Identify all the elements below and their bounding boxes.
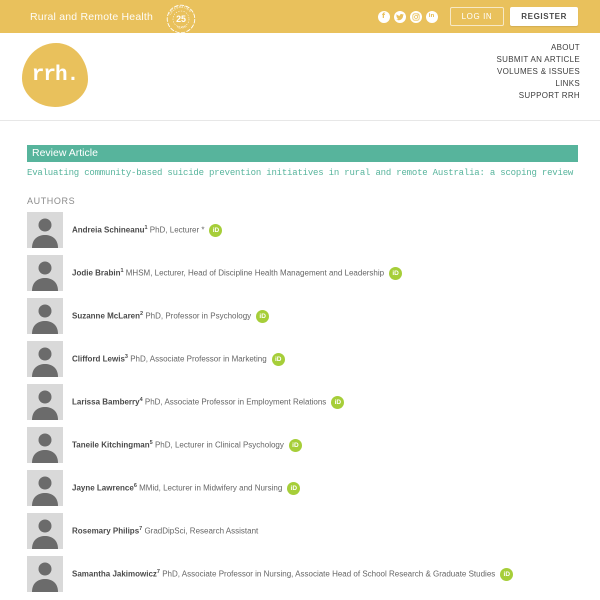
author-credentials: PhD, Lecturer * [149,225,205,235]
author-credentials: PhD, Associate Professor in Employment R… [144,397,327,407]
author-credentials: MMid, Lecturer in Midwifery and Nursing [139,483,283,493]
author-row: Andreia Schineanu1 PhD, Lecturer * iD [27,212,578,248]
author-credentials: PhD, Lecturer in Clinical Psychology [154,440,284,450]
avatar [27,341,63,377]
orcid-icon[interactable]: iD [389,266,403,280]
author-row: Taneile Kitchingman5 PhD, Lecturer in Cl… [27,427,578,463]
author-name: Samantha Jakimowicz [72,569,157,579]
author-name: Jayne Lawrence [72,483,134,493]
author-row: Larissa Bamberry4 PhD, Associate Profess… [27,384,578,420]
author-credentials: MHSM, Lecturer, Head of Discipline Healt… [125,268,385,278]
nav-item-links[interactable]: LINKS [555,79,580,88]
orcid-icon[interactable]: iD [209,223,223,237]
author-name: Larissa Bamberry [72,397,140,407]
avatar [27,556,63,592]
author-affiliation-sup: 4 [139,397,143,404]
nav-item-about[interactable]: ABOUT [550,43,580,52]
author-affiliation-sup: 5 [149,440,153,447]
author-name: Suzanne McLaren [72,311,141,321]
author-name: Andreia Schineanu [72,225,145,235]
rrh-logo[interactable]: rrh. [22,43,88,107]
25-years-badge-icon: CELEBRATING 25 YEARS [165,3,197,35]
author-row: Suzanne McLaren2 PhD, Professor in Psych… [27,298,578,334]
orcid-icon[interactable]: iD [256,309,270,323]
avatar [27,427,63,463]
avatar [27,470,63,506]
authors-heading: AUTHORS [27,196,76,206]
instagram-icon[interactable] [409,10,422,23]
avatar [27,255,63,291]
svg-text:YEARS: YEARS [176,23,188,29]
author-affiliation-sup: 3 [124,354,128,361]
author-name: Clifford Lewis [72,354,125,364]
author-row: Rosemary Philips7 GradDipSci, Research A… [27,513,578,549]
author-row: Clifford Lewis3 PhD, Associate Professor… [27,341,578,377]
twitter-icon[interactable] [393,10,406,23]
avatar [27,298,63,334]
orcid-icon[interactable]: iD [271,352,285,366]
avatar [27,384,63,420]
author-affiliation-sup: 1 [120,268,124,275]
nav-item-volumes-issues[interactable]: VOLUMES & ISSUES [496,67,580,76]
facebook-icon[interactable]: f [377,10,390,23]
author-affiliation-sup: 1 [144,225,148,232]
social-links: f in [377,10,438,23]
author-affiliation-sup: 2 [140,311,144,318]
author-credentials: PhD, Associate Professor in Nursing, Ass… [162,569,496,579]
avatar [27,212,63,248]
author-credentials: GradDipSci, Research Assistant [144,526,259,536]
author-row: Samantha Jakimowicz7 PhD, Associate Prof… [27,556,578,592]
author-credentials: PhD, Associate Professor in Marketing [130,354,267,364]
site-title: Rural and Remote Health [30,10,154,23]
author-credentials: PhD, Professor in Psychology [145,311,252,321]
login-button[interactable]: LOG IN [449,7,505,26]
orcid-icon[interactable]: iD [500,567,514,581]
orcid-icon[interactable]: iD [287,481,301,495]
svg-text:25: 25 [176,14,186,24]
author-row: Jayne Lawrence6 MMid, Lecturer in Midwif… [27,470,578,506]
author-name: Jodie Brabin [72,268,121,278]
top-bar: Rural and Remote Health CELEBRATING 25 Y… [0,0,600,33]
author-row: Jodie Brabin1 MHSM, Lecturer, Head of Di… [27,255,578,291]
author-name: Taneile Kitchingman [72,440,150,450]
rrh-logo-text: rrh. [31,63,79,87]
topbar-actions: f in LOG IN REGISTER [377,7,578,26]
author-affiliation-sup: 7 [156,569,160,576]
main-nav: ABOUT SUBMIT AN ARTICLE VOLUMES & ISSUES… [497,42,581,102]
article-type-banner: Review Article [27,145,578,162]
avatar [27,513,63,549]
author-name: Rosemary Philips [72,526,140,536]
register-button[interactable]: REGISTER [510,7,578,26]
orcid-icon[interactable]: iD [288,438,302,452]
authors-list: Andreia Schineanu1 PhD, Lecturer * iD Jo… [27,212,578,592]
site-header: rrh. ABOUT SUBMIT AN ARTICLE VOLUMES & I… [0,33,600,121]
article-title: Evaluating community-based suicide preve… [27,168,574,178]
author-affiliation-sup: 6 [133,483,137,490]
linkedin-icon[interactable]: in [425,10,438,23]
article-page: Review Article Evaluating community-base… [0,121,600,600]
nav-item-support-rrh[interactable]: SUPPORT RRH [518,91,580,100]
author-affiliation-sup: 7 [139,526,143,533]
orcid-icon[interactable]: iD [331,395,345,409]
nav-item-submit-an-article[interactable]: SUBMIT AN ARTICLE [496,55,580,64]
